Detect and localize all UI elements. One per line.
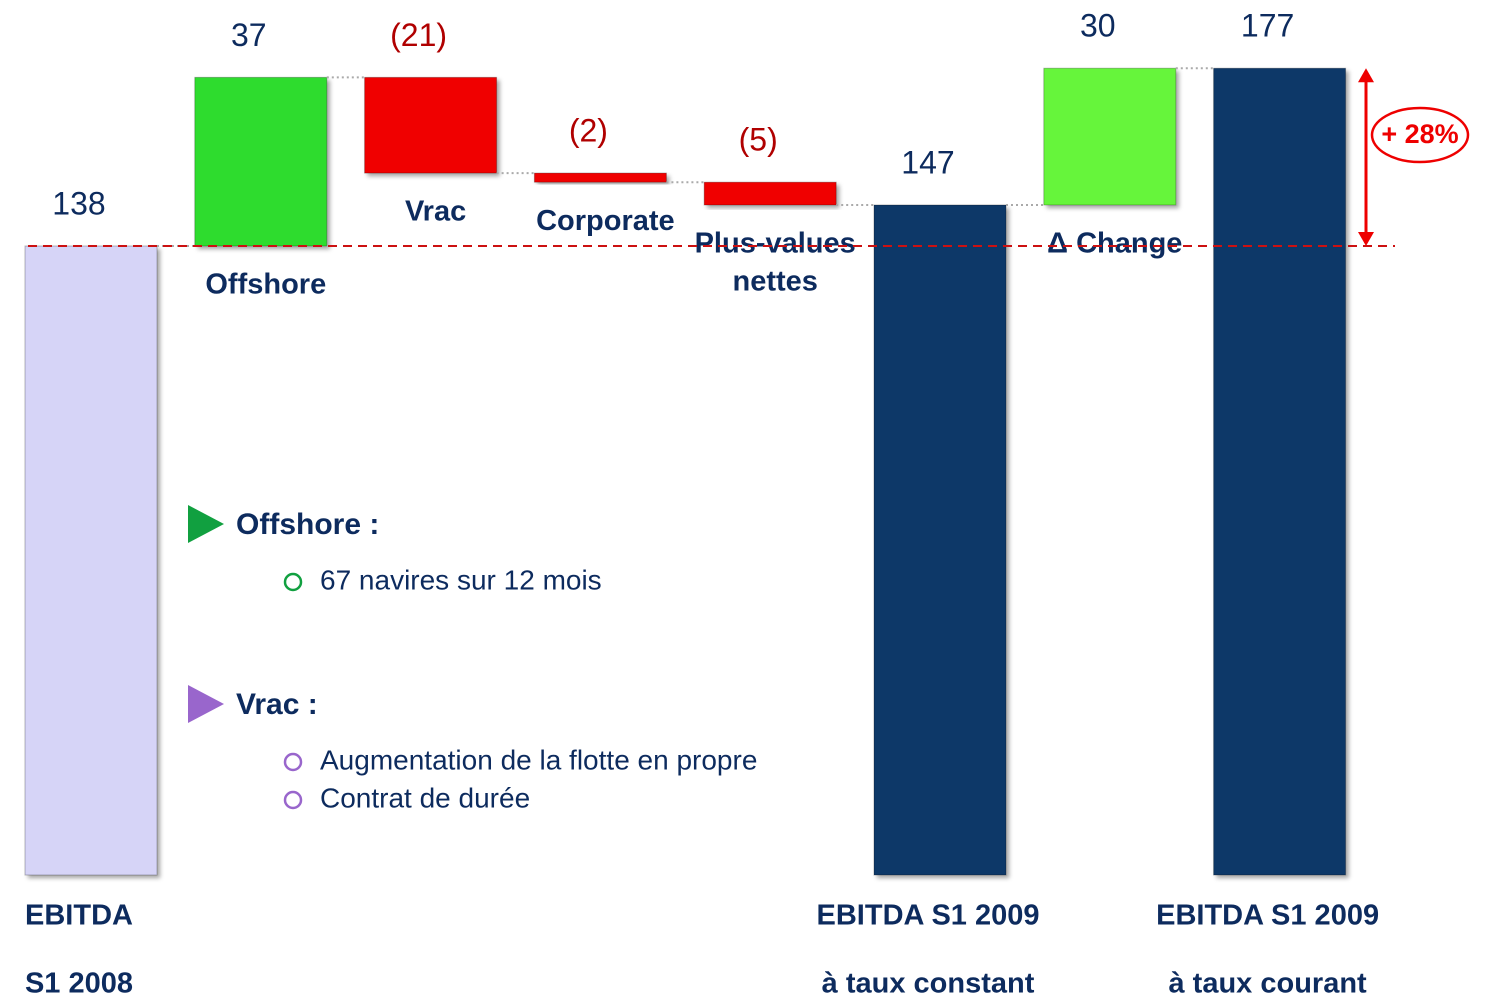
bar [1043, 67, 1177, 206]
value-label: (5) [739, 122, 778, 158]
category-label: EBITDA S1 2009 [1156, 900, 1379, 932]
category-label: nettes [732, 266, 817, 298]
category-label: EBITDA [25, 900, 133, 932]
category-label: Δ Change [1047, 228, 1182, 260]
category-label: EBITDA S1 2009 [817, 900, 1040, 932]
note-heading: Offshore : [236, 508, 379, 541]
value-label: 30 [1080, 8, 1116, 44]
bullet-circle [283, 572, 303, 592]
category-label: à taux constant [822, 968, 1035, 1000]
value-label: 37 [231, 17, 267, 53]
note-item: 67 navires sur 12 mois [320, 564, 602, 595]
bar [364, 76, 498, 174]
value-label: 177 [1241, 8, 1294, 44]
bar [533, 172, 667, 183]
bullet-triangle [188, 505, 224, 543]
note-item: Contrat de durée [320, 782, 530, 813]
bar [873, 204, 1007, 876]
value-label: 147 [901, 144, 954, 180]
annotation: + 28% [1381, 119, 1458, 149]
category-label: Plus-values [695, 228, 856, 260]
bullet-circle [283, 752, 303, 772]
value-label: 138 [52, 185, 105, 221]
value-label: (2) [569, 113, 608, 149]
bullet-circle [283, 790, 303, 810]
note-heading: Vrac : [236, 688, 318, 721]
category-label: à taux courant [1168, 968, 1367, 1000]
category-label: Offshore [205, 269, 326, 301]
category-label: S1 2008 [25, 968, 133, 1000]
bar [703, 181, 837, 206]
value-label: (21) [390, 17, 447, 53]
category-label: Corporate [536, 205, 675, 237]
note-item: Augmentation de la flotte en propre [320, 744, 757, 775]
bar [1213, 67, 1347, 876]
bullet-triangle [188, 685, 224, 723]
bar [24, 245, 158, 876]
category-label: Vrac [405, 196, 466, 228]
annotation-circle [1370, 106, 1470, 164]
bar [194, 76, 328, 247]
